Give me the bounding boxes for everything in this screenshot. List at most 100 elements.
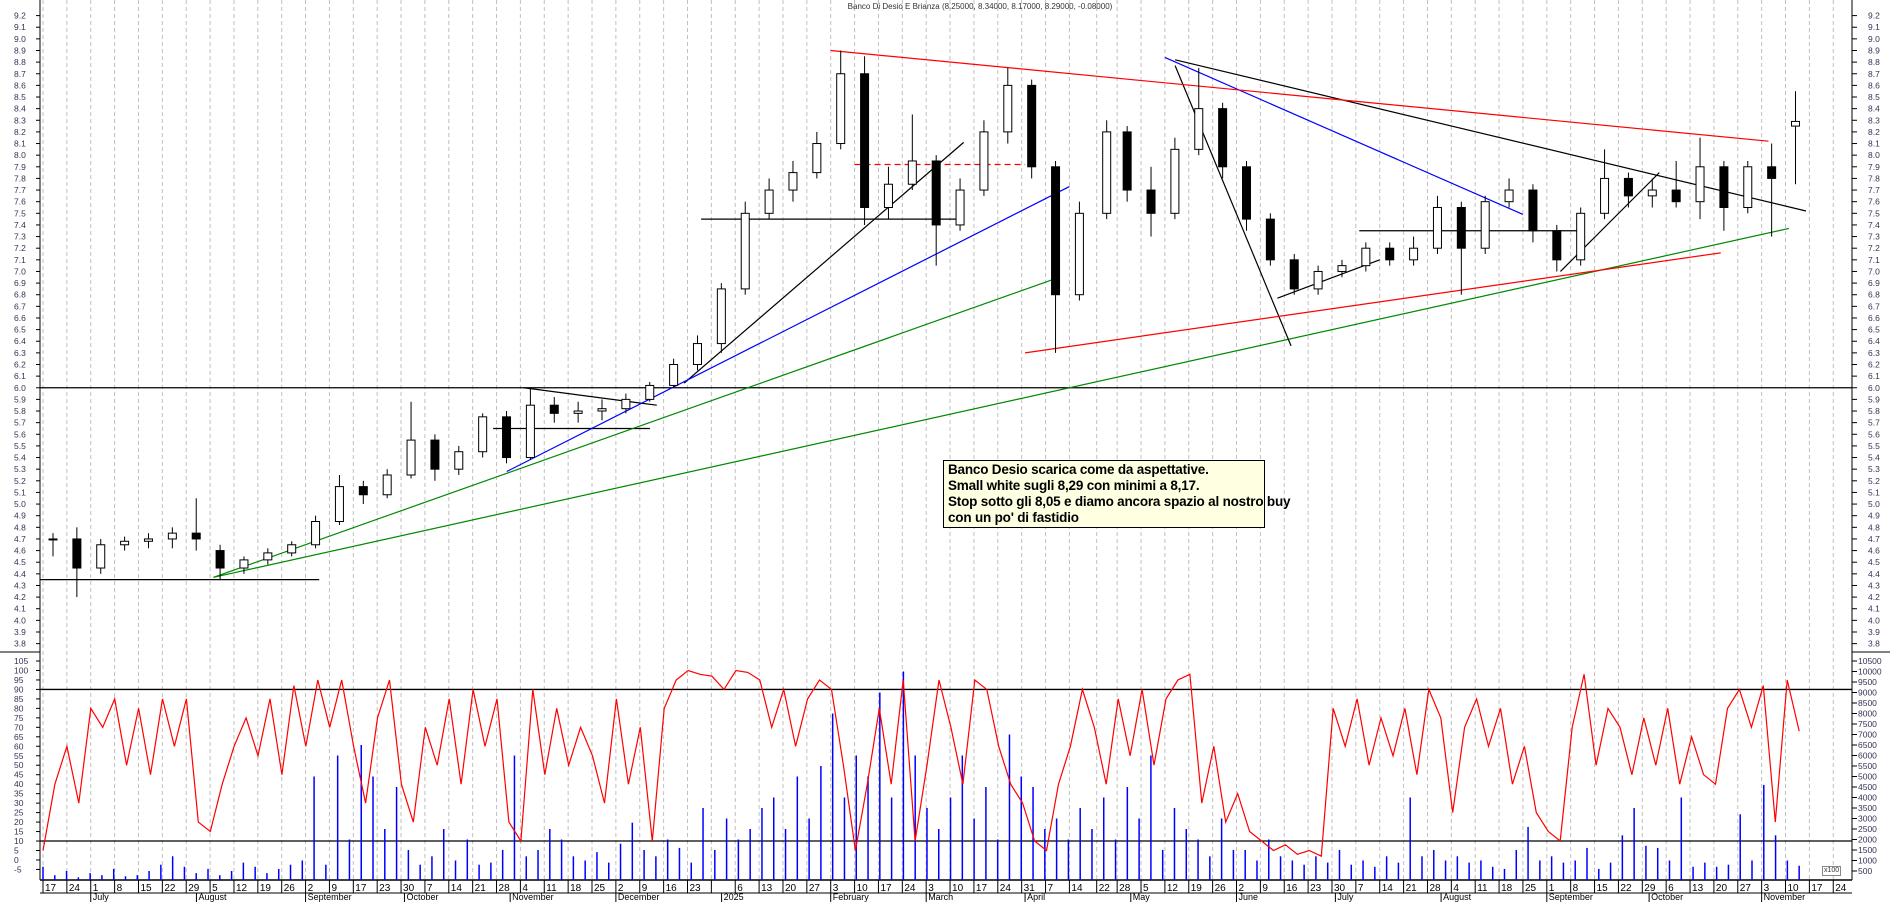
month-label: October	[1651, 892, 1683, 902]
price-label-left: 6.0	[14, 383, 26, 393]
oscillator-label: 45	[14, 770, 24, 780]
x-tick-label: 18	[570, 883, 582, 894]
candle-down	[549, 404, 559, 414]
candle-up	[907, 160, 917, 185]
candle-down	[931, 160, 941, 226]
month-label: July	[93, 892, 110, 902]
candle-down	[1146, 189, 1156, 214]
price-label-right: 5.6	[1868, 429, 1880, 439]
price-label-right: 6.9	[1868, 278, 1880, 288]
price-label-right: 3.8	[1868, 639, 1880, 649]
oscillator-label: 35	[14, 789, 24, 799]
price-label-left: 4.8	[14, 522, 26, 532]
price-label-right: 7.5	[1868, 208, 1880, 218]
candle-up	[1791, 120, 1801, 127]
price-label-right: 4.0	[1868, 615, 1880, 625]
price-label-left: 7.4	[14, 220, 26, 230]
candle-up	[96, 544, 106, 569]
candle-up	[812, 143, 822, 174]
month-label: August	[1443, 892, 1472, 902]
x-tick-label: 20	[1716, 883, 1728, 894]
candle-down	[1385, 247, 1395, 261]
volume-label: 7000	[1858, 730, 1877, 740]
x-tick-label: 6	[1668, 883, 1674, 894]
x-tick-label: 9	[331, 883, 337, 894]
volume-label: 7500	[1858, 719, 1877, 729]
volume-label: 8500	[1858, 698, 1877, 708]
volume-unit-label: x100	[1822, 866, 1842, 876]
price-label-right: 5.5	[1868, 441, 1880, 451]
price-label-right: 8.5	[1868, 92, 1880, 102]
oscillator-label: 10	[14, 836, 24, 846]
candle-up	[1504, 189, 1514, 203]
candle-down	[1289, 259, 1299, 290]
price-label-right: 3.9	[1868, 627, 1880, 637]
trendline-blue	[1164, 56, 1524, 216]
month-label: September	[1549, 892, 1593, 902]
x-tick-label: 26	[1215, 883, 1227, 894]
oscillator-label: 70	[14, 722, 24, 732]
x-tick-label: 30	[403, 883, 415, 894]
x-tick-label: 28	[1119, 883, 1131, 894]
candle-down	[1265, 218, 1275, 261]
x-tick-label: 22	[1099, 883, 1111, 894]
volume-label: 9500	[1858, 677, 1877, 687]
x-tick-label: 11	[546, 883, 557, 894]
x-tick-label: 5	[1143, 883, 1149, 894]
analysis-note: Banco Desio scarica come da aspettative.…	[943, 460, 1291, 528]
candle-up	[1432, 206, 1442, 249]
oscillator-label: 40	[14, 779, 24, 789]
price-label-left: 8.8	[14, 57, 26, 67]
price-label-left: 4.3	[14, 580, 26, 590]
price-label-right: 9.2	[1868, 11, 1880, 21]
x-tick-label: 16	[666, 883, 678, 894]
price-label-right: 4.5	[1868, 557, 1880, 567]
candle-up	[1480, 201, 1490, 249]
price-label-left: 6.2	[14, 360, 26, 370]
candle-down	[1242, 166, 1251, 220]
month-label: November	[1764, 892, 1806, 902]
candle-up	[764, 189, 774, 214]
price-label-right: 8.2	[1868, 127, 1880, 137]
price-label-right: 6.0	[1868, 383, 1880, 393]
oscillator-label: 30	[14, 798, 24, 808]
x-tick-label: 8	[1573, 883, 1579, 894]
x-tick-label: 10	[952, 883, 964, 894]
candle-down	[430, 439, 440, 470]
candle-down	[1027, 84, 1037, 168]
price-label-left: 8.3	[14, 115, 26, 125]
x-tick-label: 3	[833, 883, 839, 894]
candle-down	[1122, 131, 1132, 191]
price-label-left: 4.9	[14, 511, 26, 521]
x-tick-label: 25	[594, 883, 606, 894]
x-tick-label: 17	[880, 883, 892, 894]
x-tick-label: 25	[1525, 883, 1537, 894]
trendline-black	[523, 387, 657, 406]
price-label-left: 7.5	[14, 208, 26, 218]
price-label-left: 3.8	[14, 639, 26, 649]
price-label-left: 4.0	[14, 615, 26, 625]
price-label-right: 7.0	[1868, 266, 1880, 276]
x-tick-label: 24	[69, 883, 81, 894]
price-label-right: 7.3	[1868, 232, 1880, 242]
x-tick-label: 15	[140, 883, 152, 894]
x-tick-label: 26	[284, 883, 296, 894]
x-tick-label: 9	[642, 883, 648, 894]
x-tick-label: 20	[785, 883, 797, 894]
price-label-right: 7.8	[1868, 173, 1880, 183]
price-label-right: 8.8	[1868, 57, 1880, 67]
price-label-left: 8.1	[14, 139, 26, 149]
trendline-blue	[506, 186, 1070, 473]
oscillator-label: 25	[14, 808, 24, 818]
price-label-left: 6.6	[14, 313, 26, 323]
price-label-left: 5.8	[14, 406, 26, 416]
candle-up	[454, 451, 464, 470]
trendline-black	[1560, 172, 1660, 272]
price-label-left: 7.2	[14, 243, 26, 253]
candle-up	[120, 540, 130, 546]
volume-label: 5500	[1858, 761, 1877, 771]
x-tick-label: 23	[379, 883, 391, 894]
x-tick-label: 29	[188, 883, 200, 894]
price-label-right: 5.4	[1868, 453, 1880, 463]
price-label-left: 8.9	[14, 45, 26, 55]
